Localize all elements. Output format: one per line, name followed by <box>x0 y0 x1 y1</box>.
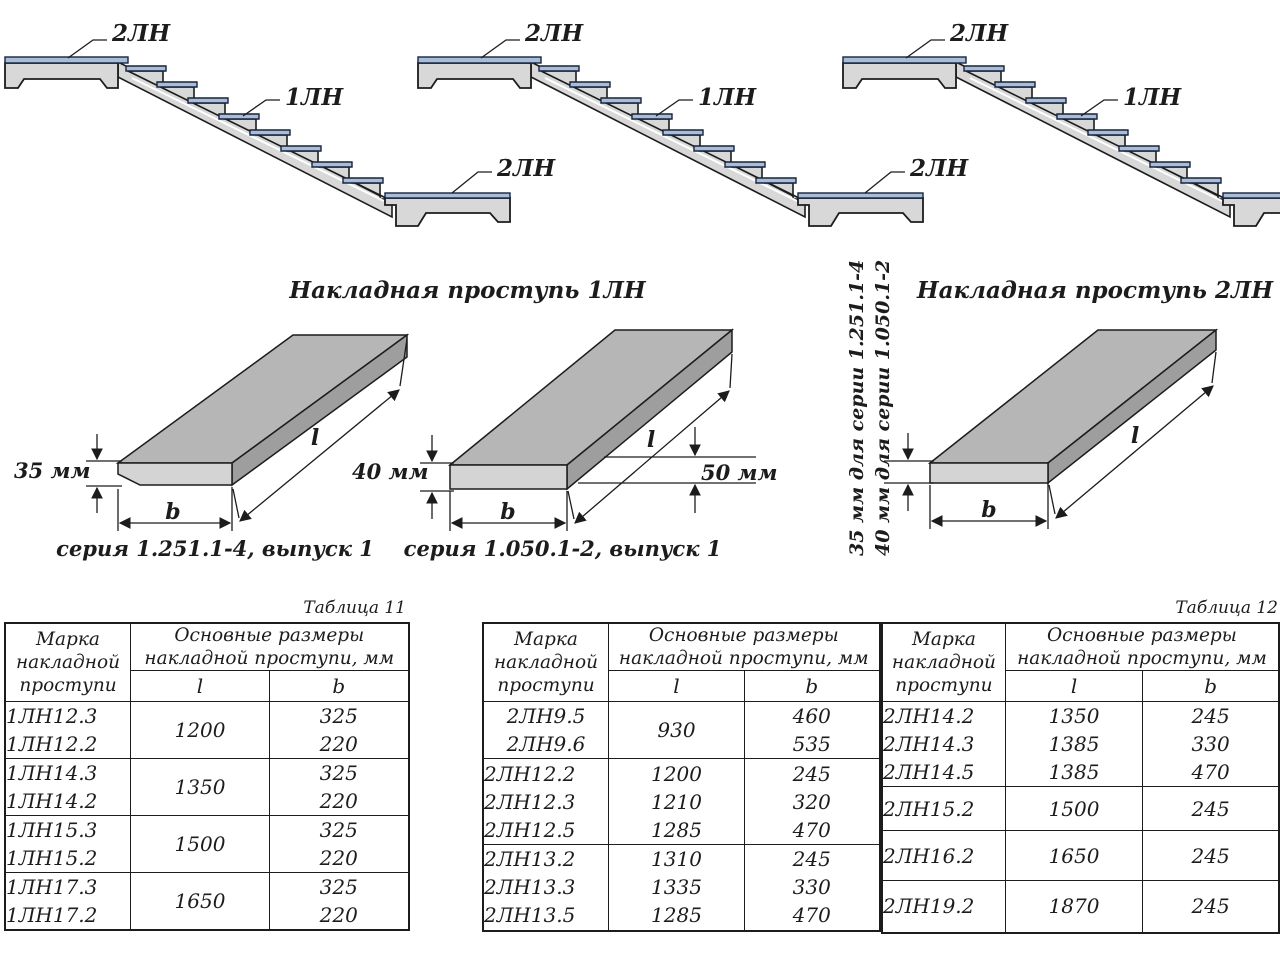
table12a-header-mark: Марка накладной проступи <box>482 622 609 702</box>
table-row: 2ЛН15.2 1500 245 <box>881 786 1280 831</box>
cell-b: 325 220 <box>269 758 409 816</box>
table11-caption: Таблица 11 <box>303 598 406 618</box>
table12b-header-sizes: Основные размеры накладной проступи, мм <box>1004 622 1280 671</box>
flight3-tread-label: 1ЛН <box>1123 84 1182 111</box>
tread-3d-diagrams <box>86 328 1219 531</box>
flight1-top-landing-label: 2ЛН <box>112 20 171 47</box>
table-row: 2ЛН12.2 2ЛН12.3 2ЛН12.5 1200 1210 1285 245 32… <box>482 758 880 845</box>
flight1-bottom-landing-label: 2ЛН <box>497 155 556 182</box>
cell-l: 1310 1335 1285 <box>608 844 745 931</box>
cell-marks: 1ЛН15.3 1ЛН15.2 <box>4 815 131 873</box>
cell-marks: 2ЛН14.2 2ЛН14.3 2ЛН14.5 <box>881 701 1006 787</box>
table-row: 2ЛН16.2 1650 245 <box>881 830 1280 881</box>
cell-marks: 2ЛН19.2 <box>881 880 1006 933</box>
table11-header-l: l <box>130 670 270 702</box>
cell-l: 1350 <box>130 758 270 816</box>
dim-l-label-slab2: l <box>646 427 656 453</box>
cell-l: 1200 1210 1285 <box>608 758 745 845</box>
table-row: 2ЛН13.2 2ЛН13.3 2ЛН13.5 1310 1335 1285 245 33… <box>482 844 880 931</box>
cell-l: 1650 <box>1004 830 1144 881</box>
table11-header-sizes: Основные размеры накладной проступи, мм <box>130 622 409 671</box>
stair-sections-diagram <box>4 39 1280 227</box>
table-row: 1ЛН14.3 1ЛН14.2 1350 325 220 <box>4 758 409 816</box>
cell-l: 1500 <box>130 815 270 873</box>
table-row: 1ЛН15.3 1ЛН15.2 1500 325 220 <box>4 815 409 873</box>
table11-header-b: b <box>269 670 409 702</box>
cell-b: 245 <box>1142 786 1280 831</box>
cell-b: 325 220 <box>269 815 409 873</box>
cell-b: 460 535 <box>744 701 880 759</box>
cell-marks: 2ЛН15.2 <box>881 786 1006 831</box>
cell-marks: 1ЛН14.3 1ЛН14.2 <box>4 758 131 816</box>
table-row: 1ЛН12.3 1ЛН12.2 1200 325 220 <box>4 701 409 759</box>
table11-header-mark: Марка накладной проступи <box>4 622 131 702</box>
cell-b: 325 220 <box>269 701 409 759</box>
table12b-header-l: l <box>1004 670 1144 702</box>
cell-b: 245 320 470 <box>744 758 880 845</box>
flight2-bottom-landing-label: 2ЛН <box>910 155 969 182</box>
cell-l: 1350 1385 1385 <box>1004 701 1144 787</box>
table-11: Марка накладной проступи Основные размер… <box>4 622 410 931</box>
table-row: 2ЛН14.2 2ЛН14.3 2ЛН14.5 1350 1385 1385 245 33… <box>881 701 1280 787</box>
table12a-header-sizes: Основные размеры накладной проступи, мм <box>608 622 880 671</box>
cell-l: 930 <box>608 701 745 759</box>
cell-l: 1870 <box>1004 880 1144 933</box>
cell-l: 1500 <box>1004 786 1144 831</box>
cell-l: 1650 <box>130 872 270 931</box>
table-12-right: Марка накладной проступи Основные размер… <box>881 622 1280 934</box>
cell-marks: 2ЛН16.2 <box>881 830 1006 881</box>
dim-l-label-slab1: l <box>310 425 320 451</box>
cell-l: 1200 <box>130 701 270 759</box>
dim-35mm-label: 35 мм <box>14 458 91 483</box>
dim-b-label-slab3: b <box>981 497 997 523</box>
tread-2ln-title: Накладная проступь 2ЛН <box>916 277 1274 304</box>
table12-caption: Таблица 12 <box>1175 598 1278 618</box>
flight2-tread-label: 1ЛН <box>698 84 757 111</box>
cell-b: 325 220 <box>269 872 409 931</box>
cell-b: 245 <box>1142 880 1280 933</box>
dim-b-label-slab2: b <box>500 499 516 525</box>
dim-50mm-label: 50 мм <box>701 460 778 485</box>
table-row: 2ЛН9.5 2ЛН9.6 930 460 535 <box>482 701 880 759</box>
table12b-header-b: b <box>1142 670 1280 702</box>
table12a-header-b: b <box>744 670 880 702</box>
cell-marks: 2ЛН9.5 2ЛН9.6 <box>482 701 609 759</box>
cell-marks: 1ЛН17.3 1ЛН17.2 <box>4 872 131 931</box>
table-row: 2ЛН19.2 1870 245 <box>881 880 1280 933</box>
table12a-header-l: l <box>608 670 745 702</box>
cell-b: 245 <box>1142 830 1280 881</box>
series-caption-2: серия 1.050.1-2, выпуск 1 <box>403 536 722 561</box>
dim-b-label-slab1: b <box>165 499 181 525</box>
cell-marks: 2ЛН12.2 2ЛН12.3 2ЛН12.5 <box>482 758 609 845</box>
flight3-top-landing-label: 2ЛН <box>950 20 1009 47</box>
dim-l-label-slab3: l <box>1130 423 1140 449</box>
flight2-top-landing-label: 2ЛН <box>525 20 584 47</box>
cell-b: 245 330 470 <box>744 844 880 931</box>
tread-1ln-title: Накладная проступь 1ЛН <box>289 277 646 304</box>
series-caption-1: серия 1.251.1-4, выпуск 1 <box>56 536 374 561</box>
table12b-header-mark: Марка накладной проступи <box>881 622 1006 702</box>
dim-40mm-label: 40 мм <box>352 459 429 484</box>
height-note-35mm: 35 мм для серии 1.251.1-4 <box>846 259 868 556</box>
cell-marks: 2ЛН13.2 2ЛН13.3 2ЛН13.5 <box>482 844 609 931</box>
table-12-left: Марка накладной проступи Основные размер… <box>482 622 881 932</box>
height-note-40mm: 40 мм для серии 1.050.1-2 <box>872 259 894 556</box>
table-row: 1ЛН17.3 1ЛН17.2 1650 325 220 <box>4 872 409 931</box>
flight1-tread-label: 1ЛН <box>285 84 344 111</box>
cell-b: 245 330 470 <box>1142 701 1280 787</box>
cell-marks: 1ЛН12.3 1ЛН12.2 <box>4 701 131 759</box>
